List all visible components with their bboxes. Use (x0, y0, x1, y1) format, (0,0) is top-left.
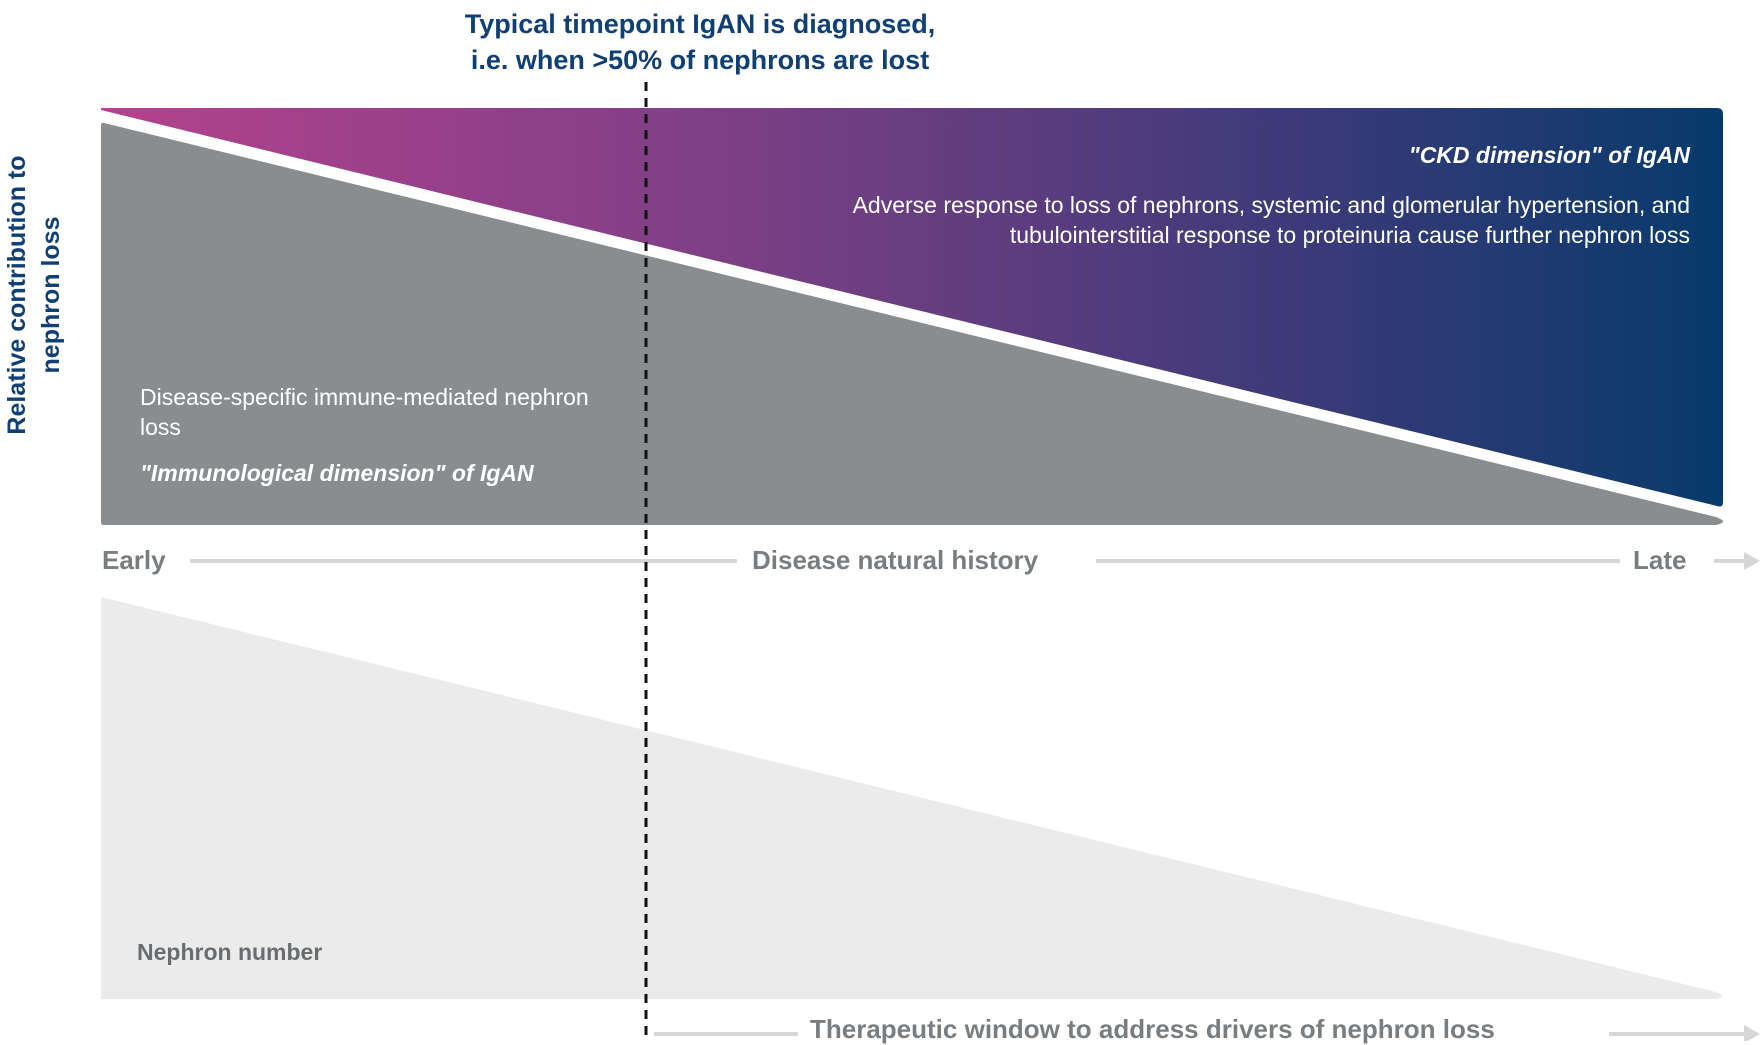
timeline-early-label: Early (102, 545, 166, 575)
y-axis-label-line-1: Relative contribution to (3, 155, 31, 435)
nephron-number-region (101, 597, 1722, 999)
title-line-2: i.e. when >50% of nephrons are lost (470, 45, 930, 75)
therapeutic-window-label: Therapeutic window to address drivers of… (810, 1014, 1495, 1044)
timeline-arrow-head-icon (1744, 552, 1760, 570)
immunological-dimension-region (101, 122, 1723, 526)
therapeutic-arrow-head-icon (1744, 1025, 1760, 1041)
immunological-dimension-title: "Immunological dimension" of IgAN (140, 460, 534, 486)
ckd-dimension-description: Adverse response to loss of nephrons, sy… (852, 192, 1690, 248)
diagnosis-timepoint-title: Typical timepoint IgAN is diagnosed, i.e… (0, 6, 1400, 78)
immunological-dimension-description: Disease-specific immune-mediated nephron… (140, 384, 589, 440)
nephron-number-label: Nephron number (137, 939, 323, 965)
title-line-1: Typical timepoint IgAN is diagnosed, (464, 9, 936, 39)
y-axis-label-line-2: nephron loss (37, 216, 65, 374)
ckd-dimension-region (101, 108, 1723, 507)
timeline-late-label: Late (1633, 545, 1687, 575)
ckd-dimension-title: "CKD dimension" of IgAN (1408, 142, 1690, 168)
timeline-middle-label: Disease natural history (752, 545, 1039, 575)
